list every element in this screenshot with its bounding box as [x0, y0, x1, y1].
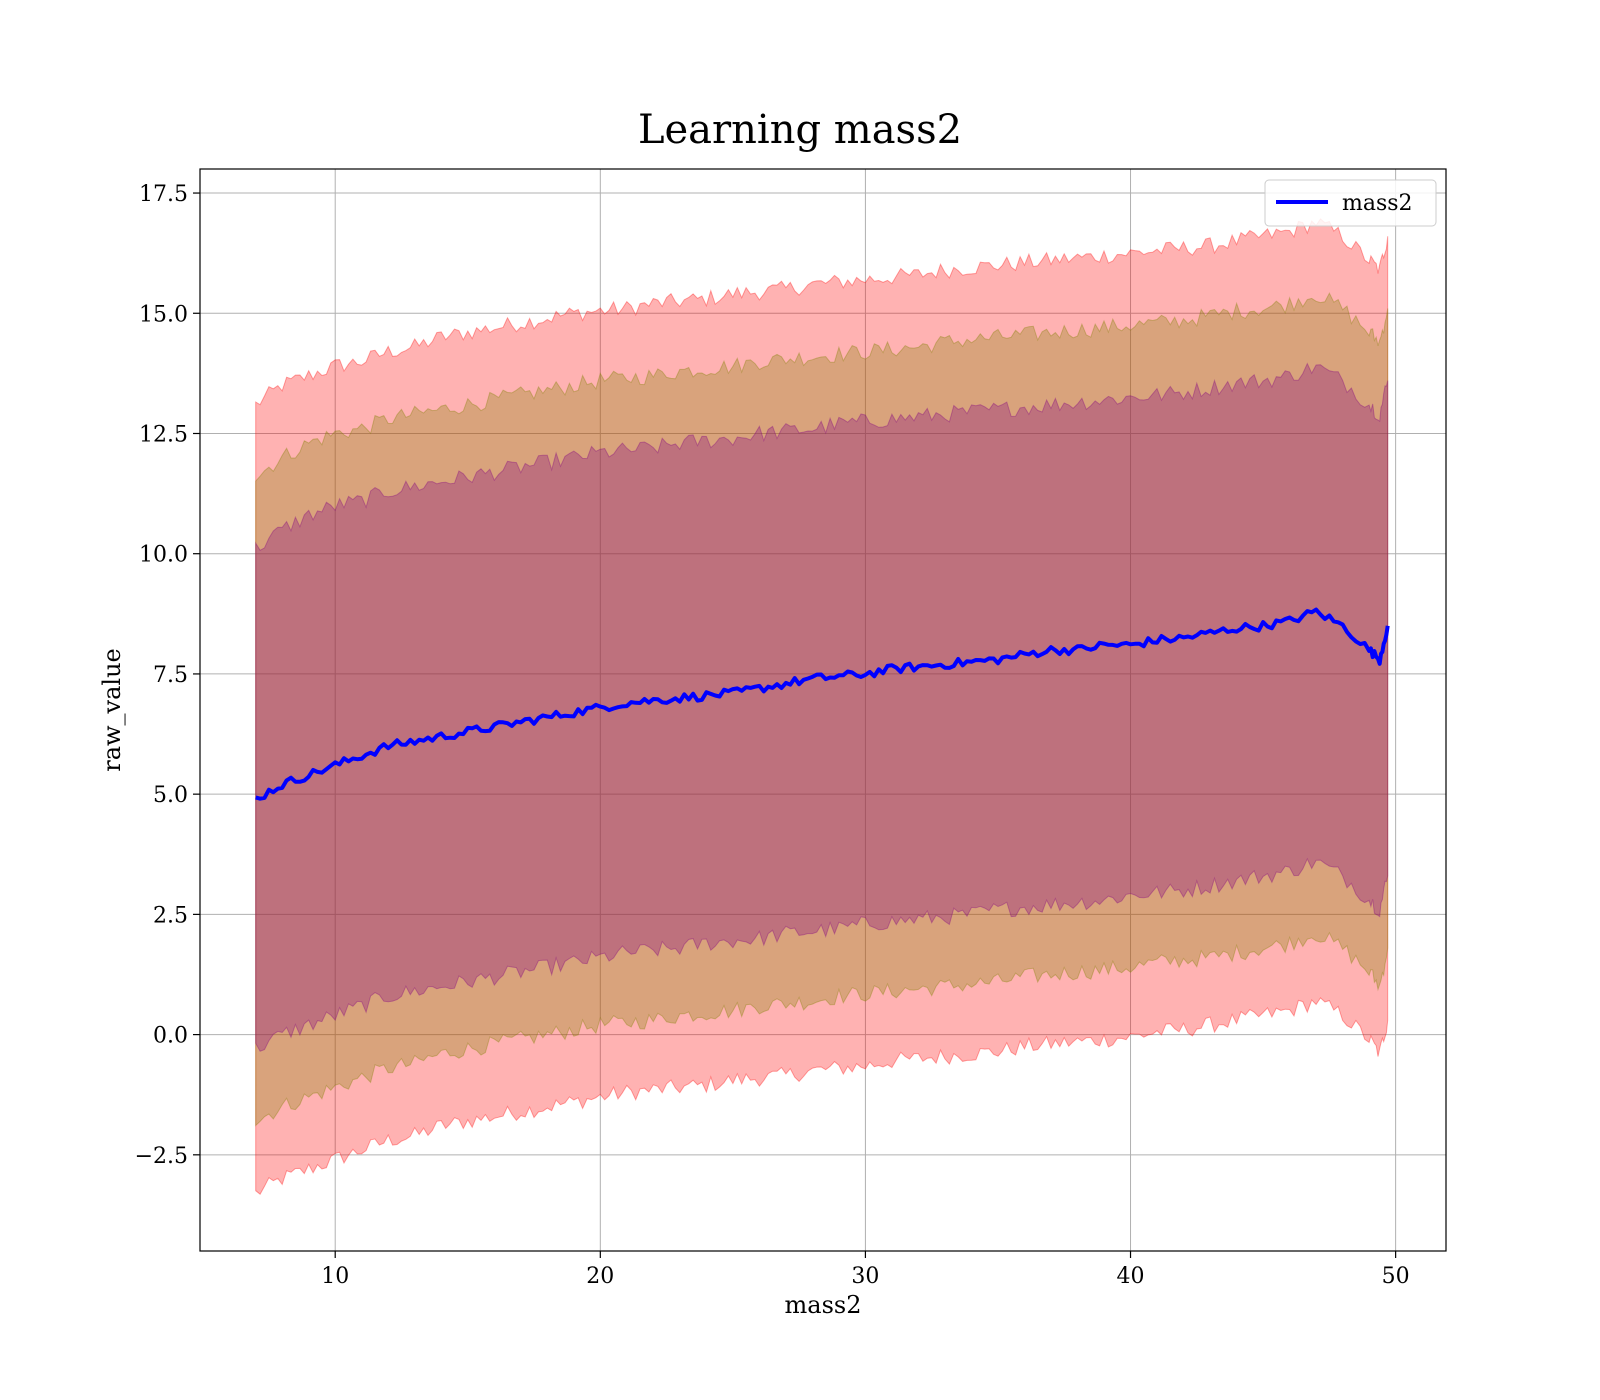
plot-frame: [199, 168, 1447, 1252]
y-tick-label: 12.5: [139, 422, 188, 447]
band-2: [255, 362, 1389, 1052]
x-axis-label: mass2: [785, 1291, 862, 1319]
x-tick-label: 40: [1117, 1264, 1145, 1289]
y-tick-label: 15.0: [139, 302, 188, 327]
ticks: 10 20 30 40 50 −2.5 0.0 2.5 5.0 7.5 10.0 12.5 15.0 17…: [135, 182, 1410, 1289]
y-axis-label: raw_value: [98, 648, 126, 772]
x-tick-label: 50: [1382, 1264, 1410, 1289]
y-tick-label: 5.0: [153, 783, 188, 808]
y-tick-label: 2.5: [153, 903, 188, 928]
y-tick-label: −2.5: [135, 1144, 188, 1169]
chart-title: Learning mass2: [638, 107, 962, 153]
legend: mass2: [1264, 179, 1437, 227]
x-tick-label: 20: [586, 1264, 614, 1289]
bands: [255, 218, 1389, 1195]
band-0: [255, 218, 1389, 1195]
series-lines: [255, 607, 1390, 801]
series-line-mass2: [255, 607, 1390, 801]
legend-label-mass2: mass2: [1342, 191, 1413, 216]
y-tick-label: 7.5: [153, 663, 188, 688]
y-tick-label: 0.0: [153, 1024, 188, 1049]
band-1: [255, 292, 1389, 1127]
x-tick-label: 30: [851, 1264, 879, 1289]
y-tick-label: 10.0: [139, 543, 188, 568]
legend-box: [1264, 179, 1437, 227]
y-tick-label: 17.5: [139, 182, 188, 207]
x-tick-label: 10: [321, 1264, 349, 1289]
gridlines: [200, 169, 1446, 1251]
